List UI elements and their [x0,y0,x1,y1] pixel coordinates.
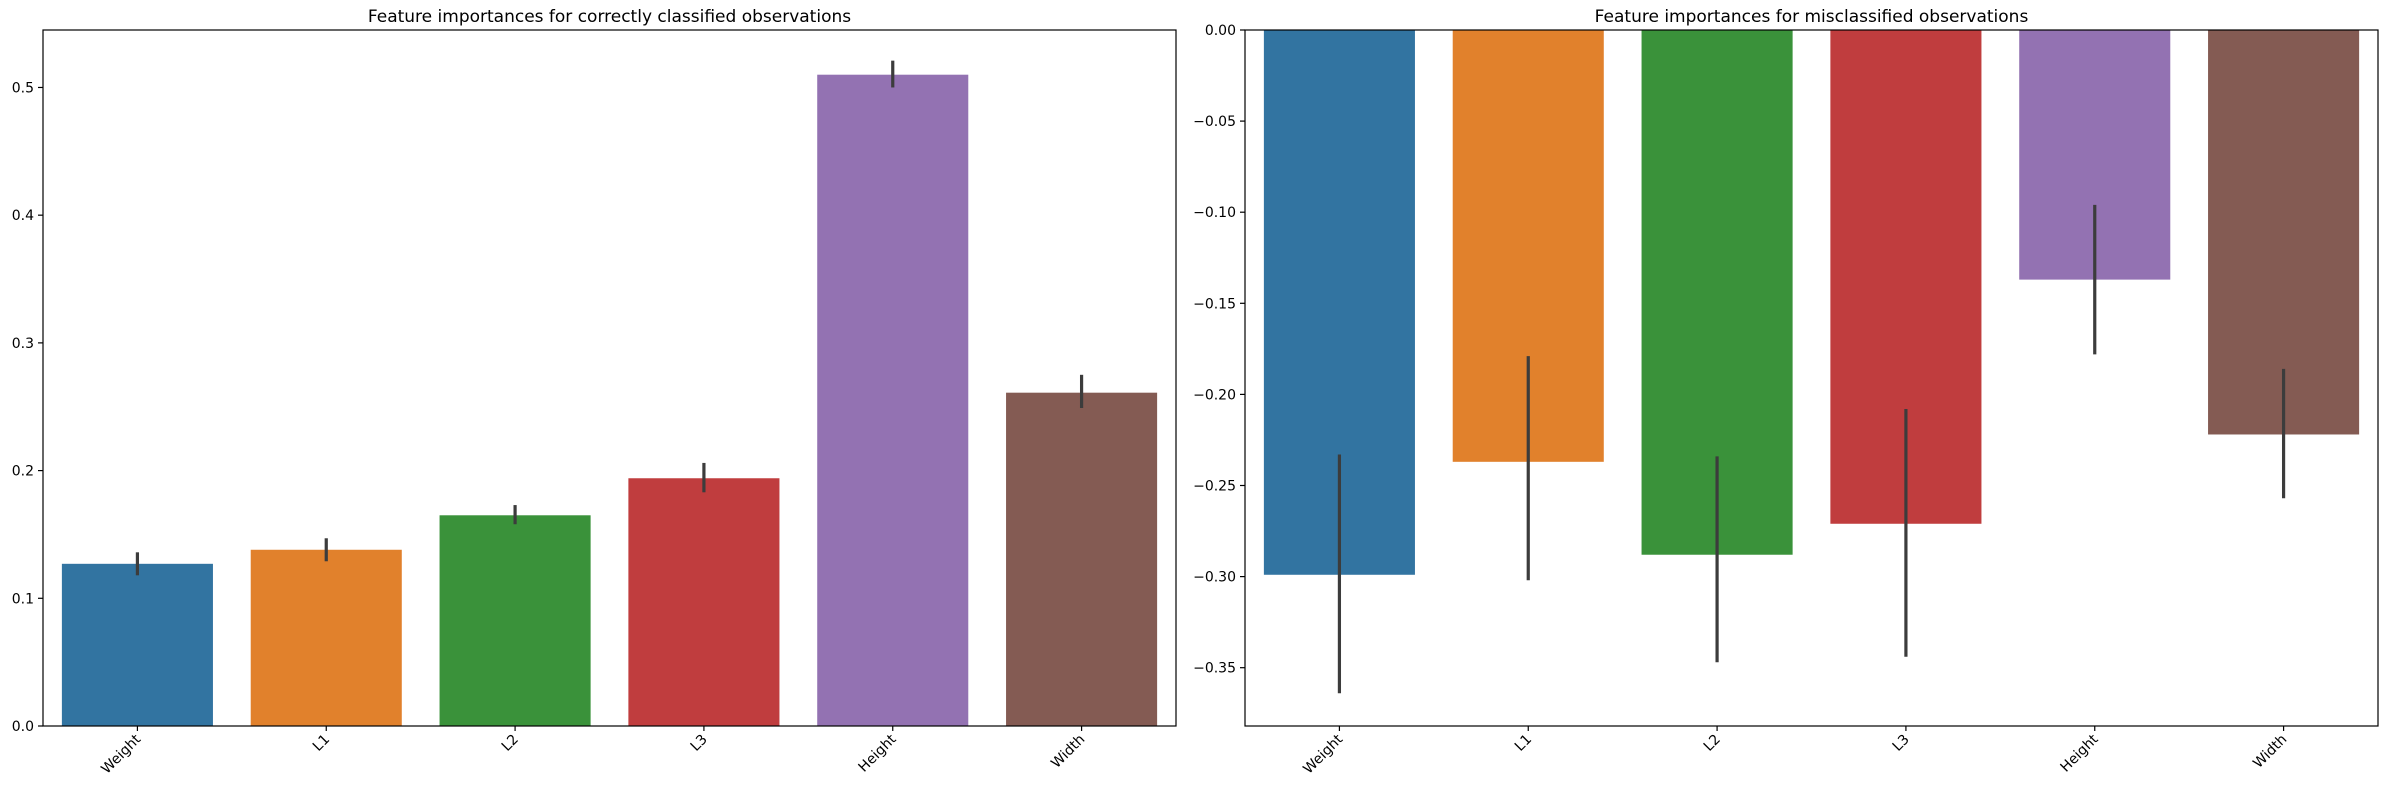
y-tick-label: 0.2 [12,464,34,480]
y-tick-label: −0.25 [1193,478,1236,494]
bar-weight [61,563,213,726]
y-tick-label: 0.1 [12,591,34,607]
y-tick-label: 0.3 [12,336,34,352]
bar-l3 [628,478,780,726]
axes-frame [42,29,1177,727]
chart-title: Feature importances for misclassified ob… [1595,7,2029,27]
axes-frame [1244,29,2379,727]
bar-width [2208,30,2360,435]
bar-l2 [439,515,591,726]
chart-misclassified: 0.00−0.05−0.10−0.15−0.20−0.25−0.30−0.35W… [1193,7,2379,777]
y-tick-label: −0.35 [1193,661,1236,677]
bar-height [817,74,969,726]
y-tick-label: 0.00 [1205,23,1236,39]
y-tick-label: −0.20 [1193,387,1236,403]
y-tick-label: −0.10 [1193,205,1236,221]
y-tick-label: 0.5 [12,80,34,96]
bar-width [1006,392,1158,726]
y-tick-label: −0.30 [1193,570,1236,586]
y-tick-label: −0.15 [1193,296,1236,312]
bar-l1 [250,549,402,726]
y-tick-label: −0.05 [1193,114,1236,130]
y-tick-label: 0.4 [12,208,34,224]
chart-title: Feature importances for correctly classi… [368,7,851,27]
y-tick-label: 0.0 [12,719,34,735]
